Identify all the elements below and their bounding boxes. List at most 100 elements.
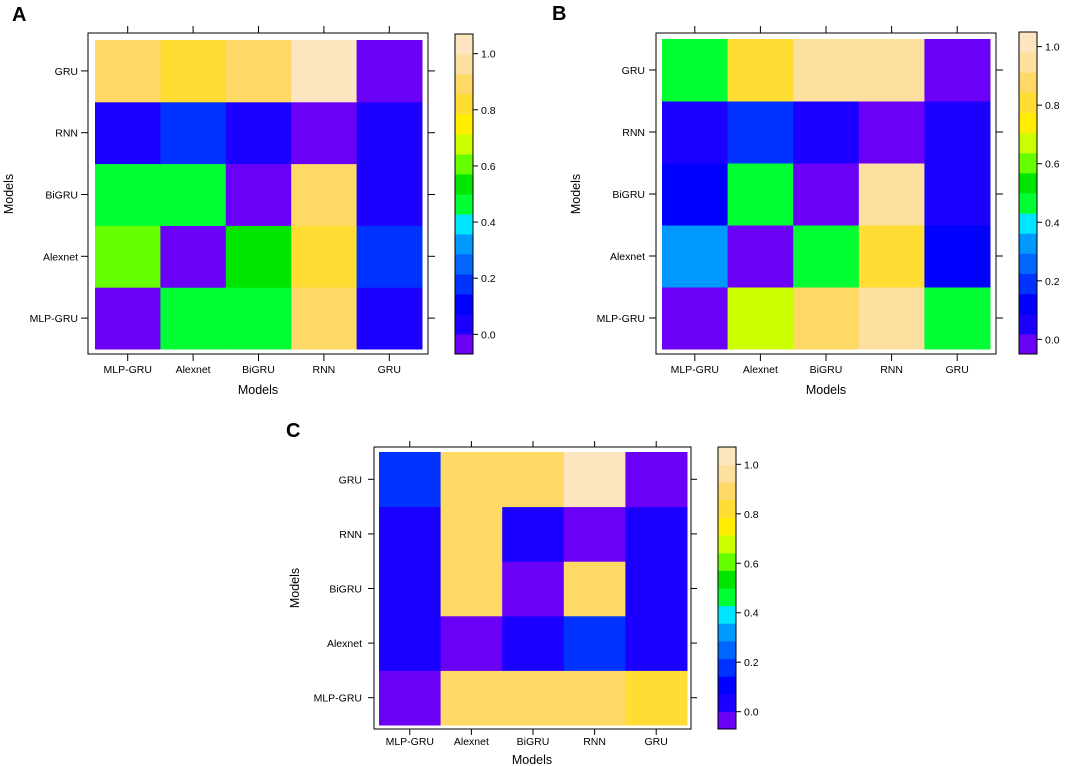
panel-b-cell-mlp-gru-rnn bbox=[858, 287, 925, 350]
panel-c-cell-gru-mlp-gru bbox=[379, 452, 442, 508]
panel-c-cell-gru-alexnet bbox=[440, 452, 503, 508]
panel-c-y-tick-label: BiGRU bbox=[329, 584, 362, 596]
panel-a-cell-rnn-mlp-gru bbox=[95, 101, 161, 165]
panel-b-cell-mlp-gru-bigru bbox=[793, 287, 860, 350]
panel-b-y-ticks: MLP-GRU Alexnet BiGRU RNN GRU bbox=[597, 65, 1003, 325]
panel-c-colorbar-tick-label: 0.0 bbox=[744, 707, 759, 719]
panel-a-letter: A bbox=[12, 4, 26, 26]
panel-c-y-tick-label: GRU bbox=[339, 474, 362, 486]
panel-c-colorbar-tick-label: 0.6 bbox=[744, 558, 759, 570]
panel-b-colorbar-swatch bbox=[1019, 273, 1037, 295]
panel-b-x-tick-label: GRU bbox=[946, 364, 969, 376]
panel-a-colorbar-tick-label: 0.2 bbox=[481, 273, 496, 285]
panel-b-cell-gru-mlp-gru bbox=[662, 39, 729, 102]
panel-b-y-axis-title: Models bbox=[569, 174, 583, 214]
panel-a-cell-alexnet-bigru bbox=[225, 225, 292, 288]
panel-a-x-tick-label: MLP-GRU bbox=[103, 364, 151, 376]
panel-a-colorbar-tick-label: 0.8 bbox=[481, 105, 496, 117]
panel-a-cell-alexnet-mlp-gru bbox=[95, 225, 161, 288]
panel-b-cell-gru-gru bbox=[924, 39, 991, 102]
panel-a-colorbar-swatch bbox=[455, 54, 473, 75]
panel-a-colorbar-swatch bbox=[455, 154, 473, 175]
panel-a-colorbar-tick-label: 1.0 bbox=[481, 49, 496, 61]
panel-b-colorbar-tick-label: 0.2 bbox=[1045, 276, 1060, 288]
panel-a-cell-mlp-gru-bigru bbox=[225, 287, 292, 350]
panel-a-y-tick-label: Alexnet bbox=[43, 251, 78, 263]
panel-c-colorbar-swatch bbox=[718, 711, 736, 730]
panel-b-colorbar-swatch bbox=[1019, 72, 1037, 93]
panel-b-colorbar-swatch bbox=[1019, 112, 1037, 134]
panel-a-y-ticks: MLP-GRU Alexnet BiGRU RNN GRU bbox=[30, 66, 435, 325]
panel-c-cell-gru-bigru bbox=[502, 452, 565, 508]
panel-c-colorbar-swatch bbox=[718, 552, 736, 571]
panel-c-x-tick-label: BiGRU bbox=[517, 736, 550, 748]
panel-a-colorbar-swatch bbox=[455, 234, 473, 255]
panel-c-y-tick-label: Alexnet bbox=[327, 638, 362, 650]
panel-c-cell-gru-gru bbox=[625, 452, 688, 508]
panel-b-cell-bigru-bigru bbox=[793, 163, 860, 226]
panel-b-cell-rnn-mlp-gru bbox=[662, 101, 729, 164]
panel-c-cell-alexnet-gru bbox=[625, 615, 688, 671]
panel-b-cell-gru-bigru bbox=[793, 39, 860, 102]
panel-a-colorbar-swatch bbox=[455, 314, 473, 335]
panel-b-x-tick-label: RNN bbox=[880, 364, 903, 376]
panel-b-colorbar-swatch bbox=[1019, 132, 1037, 154]
panel-a-cell-bigru-mlp-gru bbox=[95, 163, 161, 226]
panel-c-cell-bigru-mlp-gru bbox=[379, 561, 442, 617]
panel-a-x-ticks: MLP-GRU Alexnet BiGRU RNN GRU bbox=[103, 26, 401, 376]
panel-a-x-tick-label: Alexnet bbox=[176, 364, 211, 376]
panel-a-colorbar-swatch bbox=[455, 34, 473, 55]
panel-b-cell-alexnet-rnn bbox=[858, 225, 925, 288]
panel-a-cell-mlp-gru-rnn bbox=[291, 287, 358, 350]
panel-b-y-tick-label: GRU bbox=[622, 65, 645, 77]
panel-c-x-ticks: MLP-GRU Alexnet BiGRU RNN GRU bbox=[386, 441, 668, 748]
panel-b-colorbar-swatch bbox=[1019, 213, 1037, 234]
panel-a-x-axis-title: Models bbox=[238, 383, 278, 397]
panel-b-y-tick-label: Alexnet bbox=[610, 251, 645, 263]
panel-a-colorbar-tick-label: 0.0 bbox=[481, 329, 496, 341]
panel-c-y-axis-title: Models bbox=[288, 568, 302, 608]
panel-a-cell-alexnet-alexnet bbox=[160, 225, 227, 288]
panel-a-cell-rnn-bigru bbox=[225, 101, 292, 165]
panel-c-cell-rnn-bigru bbox=[502, 506, 565, 562]
panel-c-x-tick-label: RNN bbox=[583, 736, 606, 748]
panel-a-cell-gru-rnn bbox=[291, 40, 358, 103]
panel-c-colorbar-swatch bbox=[718, 676, 736, 695]
panel-c-colorbar-swatch bbox=[718, 464, 736, 483]
panel-b-colorbar-tick-label: 0.0 bbox=[1045, 334, 1060, 346]
panel-a-y-tick-label: RNN bbox=[55, 128, 78, 140]
panel-a-cells bbox=[95, 40, 423, 350]
panel-a-cell-bigru-alexnet bbox=[160, 163, 227, 226]
panel-a-x-tick-label: BiGRU bbox=[242, 364, 275, 376]
panel-c-cell-alexnet-bigru bbox=[502, 615, 565, 671]
panel-c-cell-bigru-bigru bbox=[502, 561, 565, 617]
panel-b-colorbar-swatch bbox=[1019, 152, 1037, 174]
panel-c-x-tick-label: Alexnet bbox=[454, 736, 489, 748]
panel-b-cell-bigru-rnn bbox=[858, 163, 925, 226]
panel-a-colorbar-swatch bbox=[455, 74, 473, 95]
panel-a-colorbar-tick-label: 0.4 bbox=[481, 217, 496, 229]
panel-c-colorbar-swatch bbox=[718, 535, 736, 554]
panel-c-colorbar-swatch bbox=[718, 570, 736, 589]
panel-b-x-tick-label: MLP-GRU bbox=[671, 364, 719, 376]
panel-a-y-axis-title: Models bbox=[2, 174, 16, 214]
panel-a-cell-bigru-rnn bbox=[291, 163, 358, 226]
panel-a-colorbar-border bbox=[454, 33, 474, 355]
panel-b-colorbar-tick-label: 1.0 bbox=[1045, 42, 1060, 54]
panel-b-cell-mlp-gru-alexnet bbox=[727, 287, 794, 350]
panel-a-cell-gru-mlp-gru bbox=[95, 40, 161, 103]
panel-c-colorbar-tick-label: 1.0 bbox=[744, 459, 759, 471]
panel-c-x-tick-label: GRU bbox=[645, 736, 668, 748]
panel-b-x-tick-label: Alexnet bbox=[743, 364, 778, 376]
panel-c-cell-rnn-mlp-gru bbox=[379, 506, 442, 562]
panel-b-colorbar: 0.0 0.2 0.4 0.6 0.8 1.0 bbox=[1018, 31, 1060, 355]
panel-a-colorbar-swatch bbox=[455, 254, 473, 275]
panel-c-letter: C bbox=[286, 420, 300, 442]
panel-a-cell-rnn-alexnet bbox=[160, 101, 227, 165]
panel-b-y-tick-label: RNN bbox=[622, 127, 645, 139]
panel-b-cell-bigru-gru bbox=[924, 163, 991, 226]
panel-a-cell-bigru-gru bbox=[356, 163, 423, 226]
panel-b-colorbar-swatch bbox=[1019, 253, 1037, 275]
panel-c-cell-mlp-gru-gru bbox=[625, 670, 688, 726]
panel-b-y-tick-label: BiGRU bbox=[612, 189, 645, 201]
